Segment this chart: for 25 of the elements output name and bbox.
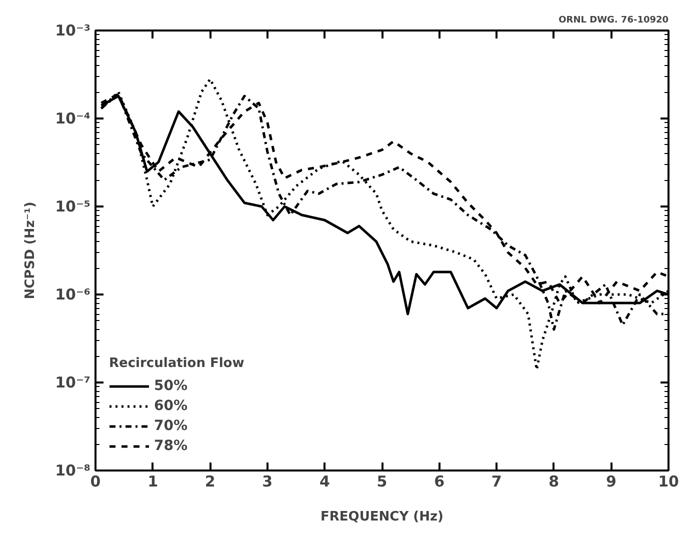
x-tick-label: 9 [606,472,616,490]
legend-title: Recirculation Flow [109,356,244,371]
y-tick-label: 10⁻⁴ [55,110,91,128]
x-tick-label: 4 [319,472,330,490]
x-tick-label: 5 [376,472,388,490]
x-tick-label: 2 [204,472,216,490]
text: ORNL DWG. 76-10920 [558,16,668,26]
y-tick-label: 10⁻³ [55,22,91,40]
legend-label: 50% [154,378,188,394]
x-tick-label: 0 [90,472,101,490]
legend-label: 70% [154,418,188,434]
y-tick-label: 10⁻⁸ [55,462,91,480]
x-tick-label: 8 [548,472,560,490]
y-axis-title: NCPSD (Hz⁻¹) [23,202,38,300]
y-tick-label: 10⁻⁵ [55,198,91,216]
y-tick-label: 10⁻⁶ [55,286,91,304]
x-tick-label: 6 [434,472,445,490]
legend-label: 60% [154,398,188,414]
x-tick-label: 1 [148,472,158,490]
x-tick-label: 3 [262,472,273,490]
x-tick-label: 10 [658,472,679,490]
x-axis-title: FREQUENCY (Hz) [320,510,444,524]
x-tick-label: 7 [491,472,502,490]
legend-label: 78% [154,438,188,454]
y-tick-label: 10⁻⁷ [55,374,91,392]
